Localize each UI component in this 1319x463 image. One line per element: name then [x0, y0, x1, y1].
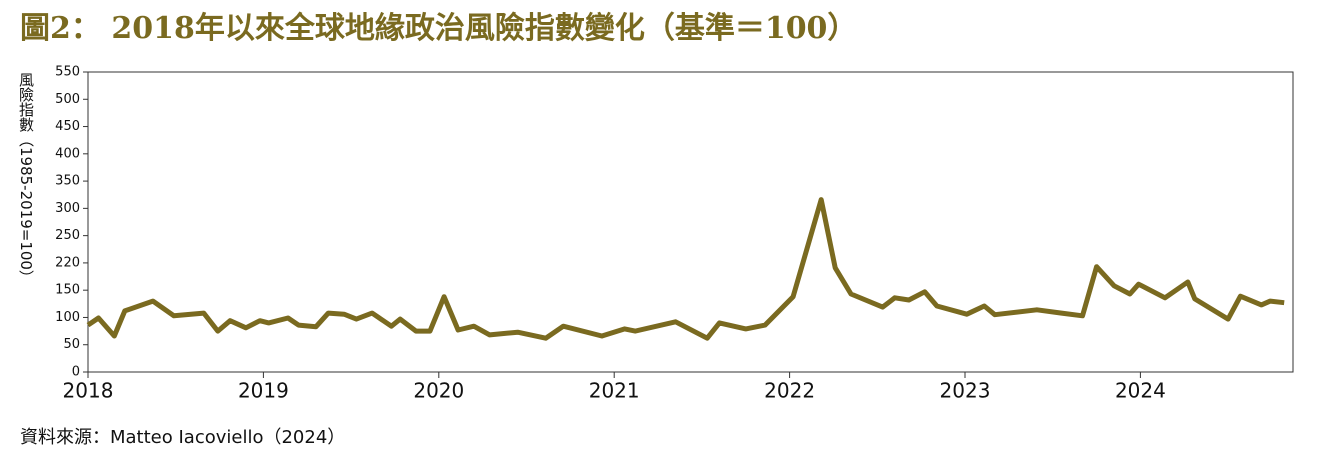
x-tick-label: 2022 [764, 379, 815, 403]
y-tick-label: 150 [55, 283, 80, 298]
x-tick-label: 2020 [413, 379, 464, 403]
y-tick-label: 250 [55, 228, 80, 243]
x-tick-label: 2024 [1115, 379, 1166, 403]
source: 資料來源：Matteo Iacoviello（2024） [20, 427, 345, 448]
y-tick-label: 500 [55, 92, 80, 107]
x-tick-label: 2019 [238, 379, 289, 403]
y-tick-label: 300 [55, 201, 80, 216]
y-tick-label: 50 [63, 337, 80, 352]
y-tick-label: 220 [55, 255, 80, 270]
y-tick-label: 350 [55, 174, 80, 189]
y-tick-label: 400 [55, 146, 80, 161]
x-tick-label: 2018 [63, 379, 114, 403]
chart-title: 圖2： 2018年以來全球地緣政治風險指數變化（基準＝100） [20, 11, 857, 46]
y-axis-label: 風險指數（1985-2019=100） [17, 72, 35, 285]
y-tick-label: 550 [55, 65, 80, 80]
y-tick-label: 450 [55, 119, 80, 134]
x-tick-label: 2021 [589, 379, 640, 403]
y-tick-label: 0 [72, 365, 80, 380]
line [86, 197, 1285, 341]
plot-frame [87, 71, 1294, 373]
y-tick-label: 100 [55, 310, 80, 325]
x-tick-label: 2023 [940, 379, 991, 403]
